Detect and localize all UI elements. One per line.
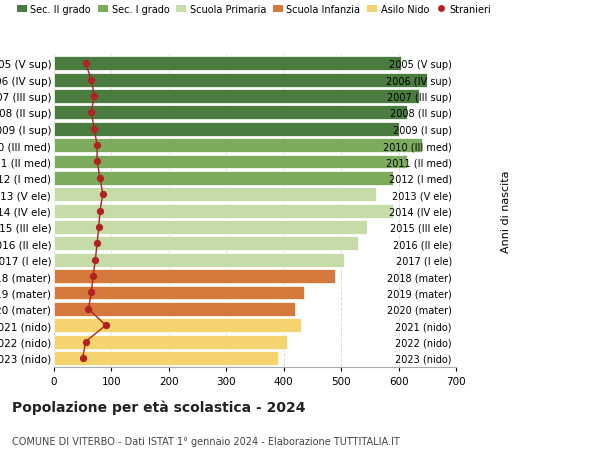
Bar	[54, 204, 393, 218]
Bar	[54, 335, 287, 349]
Bar	[54, 90, 419, 104]
Bar	[54, 106, 407, 120]
Point	[78, 354, 88, 362]
Bar	[54, 155, 407, 169]
Point	[98, 191, 107, 198]
Point	[101, 322, 110, 329]
Bar	[54, 286, 304, 300]
Point	[83, 306, 93, 313]
Point	[81, 338, 91, 346]
Point	[92, 142, 102, 150]
Point	[92, 158, 102, 166]
Point	[86, 289, 96, 297]
Y-axis label: Anni di nascita: Anni di nascita	[501, 170, 511, 252]
Point	[94, 224, 104, 231]
Bar	[54, 319, 301, 332]
Bar	[54, 351, 278, 365]
Point	[88, 273, 98, 280]
Point	[95, 207, 105, 215]
Bar	[54, 237, 358, 251]
Bar	[54, 269, 335, 284]
Bar	[54, 57, 401, 71]
Bar	[54, 302, 295, 316]
Bar	[54, 139, 422, 153]
Point	[92, 240, 102, 247]
Bar	[54, 253, 344, 267]
Bar	[54, 188, 376, 202]
Text: COMUNE DI VITERBO - Dati ISTAT 1° gennaio 2024 - Elaborazione TUTTITALIA.IT: COMUNE DI VITERBO - Dati ISTAT 1° gennai…	[12, 436, 400, 446]
Bar	[54, 220, 367, 235]
Bar	[54, 73, 427, 87]
Legend: Sec. II grado, Sec. I grado, Scuola Primaria, Scuola Infanzia, Asilo Nido, Stran: Sec. II grado, Sec. I grado, Scuola Prim…	[17, 5, 491, 15]
Point	[89, 93, 99, 101]
Point	[91, 257, 100, 264]
Point	[81, 61, 91, 68]
Bar	[54, 123, 398, 136]
Text: Popolazione per età scolastica - 2024: Popolazione per età scolastica - 2024	[12, 399, 305, 414]
Point	[89, 126, 99, 133]
Point	[95, 175, 105, 182]
Point	[86, 109, 96, 117]
Bar	[54, 172, 393, 185]
Point	[86, 77, 96, 84]
